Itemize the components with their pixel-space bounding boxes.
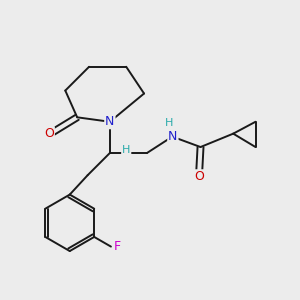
Text: F: F bbox=[113, 240, 120, 253]
Text: N: N bbox=[105, 115, 115, 128]
Text: O: O bbox=[194, 170, 204, 183]
Text: N: N bbox=[168, 130, 178, 143]
Text: H: H bbox=[165, 118, 173, 128]
Text: O: O bbox=[44, 127, 54, 140]
Text: H: H bbox=[122, 145, 130, 155]
